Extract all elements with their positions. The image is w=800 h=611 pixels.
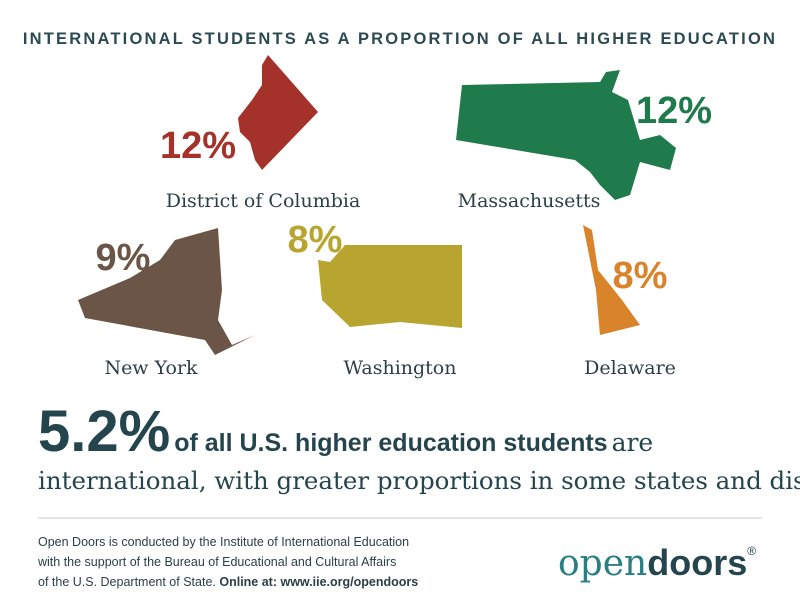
- state-share: 8%: [288, 219, 343, 261]
- state-name: Delaware: [584, 357, 676, 379]
- footer-line: Open Doors is conducted by the Institute…: [38, 535, 409, 549]
- state-share: 12%: [636, 90, 712, 132]
- footer-line: with the support of the Bureau of Educat…: [37, 555, 396, 569]
- state-name: Washington: [344, 357, 457, 379]
- logo: opendoors®: [558, 542, 756, 584]
- footer-link[interactable]: Online at: www.iie.org/opendoors: [219, 575, 418, 589]
- headline-line1: 5.2% of all U.S. higher education studen…: [38, 399, 653, 464]
- state-share: 8%: [613, 255, 668, 297]
- logo-open: open: [558, 543, 647, 584]
- state-name: District of Columbia: [166, 190, 361, 212]
- state-name: New York: [104, 357, 198, 379]
- headline-figure: 5.2%: [38, 399, 170, 464]
- ny-shape: [78, 228, 255, 355]
- ma-shape: [456, 70, 676, 200]
- logo-mark: ®: [747, 544, 756, 558]
- footer-text: of the U.S. Department of State.: [38, 575, 216, 589]
- state-share: 12%: [160, 125, 236, 167]
- headline-bold: of all U.S. higher education students: [174, 429, 607, 457]
- footer-line3: of the U.S. Department of State. Online …: [38, 575, 418, 589]
- logo-doors: doors: [647, 542, 747, 583]
- de-shape: [583, 225, 640, 335]
- state-name: Massachusetts: [458, 190, 601, 212]
- title: INTERNATIONAL STUDENTS AS A PROPORTION O…: [23, 30, 777, 48]
- dc-shape: [238, 55, 318, 170]
- headline-rest: are: [612, 428, 654, 457]
- state-share: 9%: [96, 237, 151, 279]
- headline-line2: international, with greater proportions …: [38, 466, 800, 495]
- wa-shape: [318, 245, 462, 328]
